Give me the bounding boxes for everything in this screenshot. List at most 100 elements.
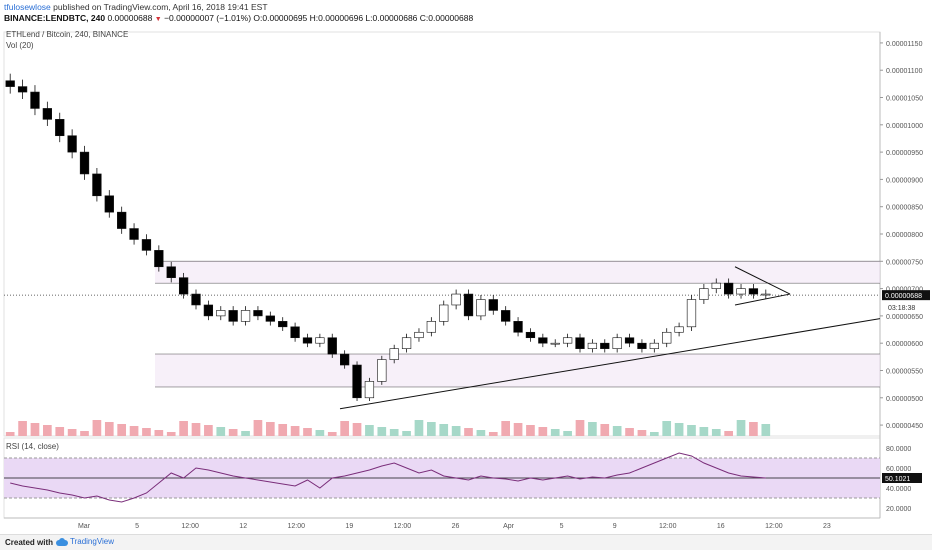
rsi-label: RSI (14, close) xyxy=(6,442,59,451)
volume-bar xyxy=(204,425,213,436)
candle-body xyxy=(240,310,251,322)
created-with-text: Created with xyxy=(5,538,54,547)
candle-body xyxy=(30,91,40,109)
time-tick-label: Mar xyxy=(78,523,91,530)
candle-body xyxy=(550,342,560,345)
candle-body xyxy=(463,293,474,317)
candle-body xyxy=(538,337,548,344)
volume-bar xyxy=(117,424,127,436)
volume-bar xyxy=(30,423,40,436)
volume-bar xyxy=(402,431,411,436)
volume-bar xyxy=(575,420,585,436)
countdown-label: 03:18:38 xyxy=(888,305,915,312)
symbol-info: BINANCE:LENDBTC, 240 0.00000688 ▼ −0.000… xyxy=(4,13,473,23)
candle-body xyxy=(315,337,325,344)
price-chart[interactable]: 0.00001150 0.00001100 0.00001050 0.00001000… xyxy=(0,26,932,534)
volume-bar xyxy=(365,425,374,436)
time-tick-label: 19 xyxy=(345,523,353,530)
candle-body xyxy=(203,304,214,317)
candle-body xyxy=(228,310,238,322)
volume-bar xyxy=(687,425,696,436)
volume-bar xyxy=(711,429,721,436)
volume-bar xyxy=(191,423,201,436)
volume-bar xyxy=(612,426,622,436)
volume-bar xyxy=(749,422,758,436)
candle-body xyxy=(141,239,152,251)
candle-body xyxy=(575,337,585,349)
current-price-tag xyxy=(882,290,930,301)
price-tick-label: 0.00000600 xyxy=(886,341,923,348)
candle-body xyxy=(439,304,449,322)
volume-bar xyxy=(724,431,733,436)
candle-body xyxy=(364,381,375,399)
volume-bar xyxy=(476,430,486,436)
volume-bar xyxy=(55,427,65,436)
time-tick-label: 12:00 xyxy=(181,523,199,530)
candle-body xyxy=(451,293,461,306)
ascending-trendline xyxy=(339,318,881,410)
price-tick-label: 0.00001050 xyxy=(886,96,923,103)
time-tick-label: 12:00 xyxy=(288,523,306,530)
time-tick-label: 26 xyxy=(452,523,460,530)
price-tick-label: 0.00000500 xyxy=(886,396,923,403)
candle-body xyxy=(377,359,387,382)
price-tick-label: 0.00000700 xyxy=(886,287,923,294)
volume-bar xyxy=(600,424,610,436)
price-tick-label: 0.00000650 xyxy=(886,314,923,321)
candle-body xyxy=(587,342,598,349)
candle-body xyxy=(612,337,622,349)
candle-body xyxy=(129,228,139,240)
author-link[interactable]: tfulosewlose xyxy=(4,2,51,12)
candle-body xyxy=(253,310,263,317)
ohlc: O:0.00000695 H:0.00000696 L:0.00000686 C… xyxy=(253,13,474,23)
volume-bar xyxy=(649,432,659,436)
rsi-tick-label: 60.0000 xyxy=(886,466,911,473)
candle-body xyxy=(67,135,77,153)
candle-body xyxy=(501,310,511,322)
candle-body xyxy=(55,119,65,137)
volume-bar xyxy=(142,428,151,436)
candle-body xyxy=(426,321,436,333)
volume-bar xyxy=(427,422,436,436)
candle-body xyxy=(600,342,610,349)
tradingview-logo[interactable]: TradingView xyxy=(56,537,114,546)
volume-bar xyxy=(265,422,275,436)
time-tick-label: 12:00 xyxy=(659,523,677,530)
candle-body xyxy=(662,331,672,344)
price-tick-label: 0.00001100 xyxy=(886,68,923,75)
chart-area[interactable]: 0.00001150 0.00001100 0.00001050 0.00001000… xyxy=(0,26,932,534)
price-tick-label: 0.00000450 xyxy=(886,423,923,430)
candle-body xyxy=(736,288,746,295)
volume-bar xyxy=(241,431,250,436)
candle-body xyxy=(352,364,362,399)
volume-bar xyxy=(315,430,325,436)
publish-info: tfulosewlose published on TradingView.co… xyxy=(4,2,268,12)
volume-bar xyxy=(563,431,572,436)
volume-bar xyxy=(67,429,77,436)
time-tick-label: 12 xyxy=(239,523,247,530)
candle-body xyxy=(5,80,15,87)
volume-bar xyxy=(5,432,15,436)
volume-bar xyxy=(625,428,634,436)
triangle-lower-line xyxy=(734,293,791,306)
volume-bar xyxy=(550,429,560,436)
candle-body xyxy=(674,326,684,333)
candle-body xyxy=(117,211,127,229)
price-tick-label: 0.00001000 xyxy=(886,123,923,130)
candle-body xyxy=(191,293,201,306)
volume-bar xyxy=(464,428,473,436)
triangle-upper-line xyxy=(734,266,791,295)
volume-bar xyxy=(439,424,449,436)
candle-body xyxy=(748,288,759,295)
candle-body xyxy=(699,288,709,300)
candle-body xyxy=(104,195,114,213)
candle-body xyxy=(92,173,102,197)
volume-bar xyxy=(92,420,102,436)
candle-body xyxy=(42,108,52,120)
volume-bar xyxy=(327,432,337,436)
current-price-label: 0.00000688 xyxy=(885,293,922,300)
last-price: 0.00000688 xyxy=(107,13,153,23)
volume-bar xyxy=(414,420,424,436)
time-tick-label: 12:00 xyxy=(394,523,412,530)
volume-bar xyxy=(451,426,461,436)
